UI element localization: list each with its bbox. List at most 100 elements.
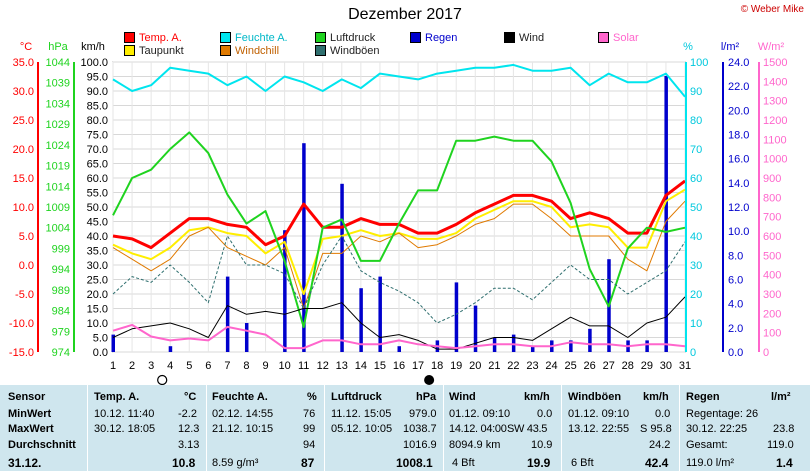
rain-bar [359, 288, 363, 352]
series-line [112, 131, 686, 329]
legend-label: Taupunkt [139, 45, 184, 57]
wind-min-time: 01.12. 09:10 [449, 408, 511, 420]
solar-tick-label: 1200 [763, 115, 787, 127]
legend-label: Temp. A. [139, 32, 182, 44]
legend-item-humidity: Feuchte A. [220, 32, 288, 44]
column-divider [206, 385, 207, 471]
humidity-tick-label: 50 [690, 202, 702, 214]
wind-unit-label: km/h [81, 41, 105, 53]
wind-min-value: 0.0 [537, 408, 553, 420]
rain-bar [530, 346, 535, 352]
wind-tick-label: 85.0 [87, 101, 108, 113]
solar-tick-label: 800 [763, 192, 781, 204]
pressure-tick-label: 1034 [46, 98, 70, 110]
rain-tick-label: 4.0 [728, 299, 743, 311]
rain-bar [168, 346, 173, 352]
weather-chart: 35.030.025.020.015.010.05.00.0-5.0-10.0-… [9, 41, 787, 385]
x-tick-label: 11 [298, 360, 309, 372]
temp-unit-label: °C [20, 41, 32, 53]
wind-current-value: 19.9 [527, 456, 551, 470]
x-tick-label: 8 [243, 360, 249, 372]
column-divider [561, 385, 562, 471]
temp-tick-label: 10.0 [13, 202, 34, 214]
rain-tick-label: 16.0 [728, 154, 749, 166]
chart-title: Dezember 2017 [348, 6, 462, 23]
x-tick-label: 22 [507, 360, 519, 372]
rain-bar [302, 143, 306, 352]
gusts-current-value: 42.4 [645, 456, 669, 470]
legend-item-wind: Wind [504, 32, 544, 44]
pressure-current-value: 1008.1 [396, 456, 433, 470]
temp-tick-label: 15.0 [13, 173, 34, 185]
wind-avg-value: 10.9 [531, 439, 553, 451]
rain-bar [664, 75, 668, 353]
gusts-avg-value: 24.2 [649, 439, 671, 451]
solar-tick-label: 200 [763, 308, 781, 320]
temp-max-value: 12.3 [178, 423, 200, 435]
gusts-unit: km/h [643, 391, 669, 403]
x-tick-label: 15 [374, 360, 386, 372]
legend-item-rain: Regen [410, 32, 457, 44]
wind-tick-label: 60.0 [87, 173, 108, 185]
pressure-min-time: 11.12. 15:05 [331, 408, 392, 420]
x-tick-label: 18 [431, 360, 443, 372]
series-line [112, 63, 686, 98]
rain-total-label: Gesamt: [686, 439, 728, 451]
x-tick-label: 16 [393, 360, 405, 372]
legend-swatch [598, 32, 609, 43]
humidity-tick-label: 0 [690, 347, 696, 359]
column-divider [679, 385, 680, 471]
gusts-header: Windböen [568, 391, 622, 403]
rain-total-value: 119.0 [767, 439, 794, 451]
pressure-avg-value: 1016.9 [403, 439, 437, 451]
x-tick-label: 3 [148, 360, 154, 372]
temp-tick-label: 35.0 [13, 57, 34, 69]
row-label-avg: Durchschnitt [8, 439, 76, 451]
rain-bar [645, 340, 649, 352]
rain-header: Regen [686, 391, 720, 403]
x-tick-label: 19 [450, 360, 462, 372]
rain-tick-label: 22.0 [728, 81, 749, 93]
row-label-max: MaxWert [8, 423, 54, 435]
legend-swatch [124, 32, 135, 43]
temp-current-value: 10.8 [172, 456, 196, 470]
rain-bar [511, 334, 516, 352]
legend-label: Regen [425, 32, 458, 44]
temp-min-time: 10.12. 11:40 [94, 408, 155, 420]
legend-label: Windchill [235, 45, 280, 57]
rain-max-value: 23.8 [773, 423, 795, 435]
legend-swatch [315, 45, 326, 56]
x-tick-label: 17 [412, 360, 424, 372]
legend-swatch [315, 32, 326, 43]
gusts-max-value: S 95.8 [640, 423, 672, 435]
wind-tick-label: 75.0 [87, 130, 108, 142]
wind-max-time: 14.12. 04:00 [449, 423, 507, 435]
solar-tick-label: 300 [763, 289, 781, 301]
temp-tick-label: -5.0 [15, 289, 34, 301]
x-tick-label: 12 [317, 360, 329, 372]
humidity-tick-label: 60 [690, 173, 702, 185]
solar-tick-label: 400 [763, 270, 781, 282]
humidity-max-value: 99 [303, 423, 316, 435]
rain-bar [588, 328, 592, 352]
temp-min-value: -2.2 [178, 408, 197, 420]
x-tick-label: 31 [679, 360, 691, 372]
legend-label: Windböen [330, 45, 380, 57]
wind-tick-label: 30.0 [87, 260, 108, 272]
rain-tick-label: 0.0 [728, 347, 743, 359]
pressure-tick-label: 1014 [46, 181, 70, 193]
wind-tick-label: 50.0 [87, 202, 108, 214]
wind-tick-label: 65.0 [87, 159, 108, 171]
solar-tick-label: 0 [763, 347, 769, 359]
pressure-tick-label: 1024 [46, 140, 70, 152]
series-line [112, 323, 686, 350]
moon-markers [157, 374, 435, 385]
humidity-min-value: 76 [303, 408, 316, 420]
humidity-current-value: 87 [301, 456, 315, 470]
pressure-tick-label: 1009 [46, 202, 70, 214]
rain-tick-label: 12.0 [728, 202, 749, 214]
humidity-unit: % [307, 391, 317, 403]
temp-tick-label: 30.0 [13, 86, 34, 98]
pressure-tick-label: 1004 [46, 223, 70, 235]
pressure-tick-label: 1029 [46, 119, 70, 131]
